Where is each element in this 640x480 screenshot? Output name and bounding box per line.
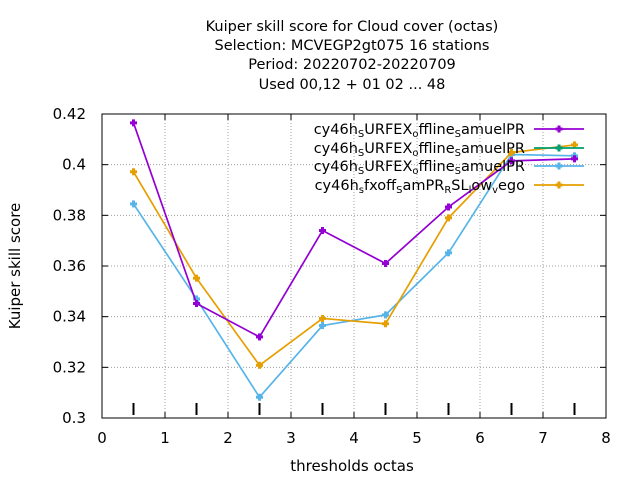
legend-text-part: ow bbox=[471, 178, 492, 194]
legend-subscript: S bbox=[455, 129, 461, 140]
x-tick-labels: 0 1 2 3 4 5 6 7 8 bbox=[97, 429, 611, 447]
legend-subscript: S bbox=[358, 129, 364, 140]
data-point-v bbox=[258, 333, 261, 341]
x-tick-label: 3 bbox=[286, 429, 296, 447]
data-point-v bbox=[195, 274, 198, 282]
legend-label: cy46hsfxoffSamPRRSLlowvego bbox=[315, 178, 526, 196]
legend-text-part: amuelPR bbox=[461, 159, 525, 175]
series-line bbox=[132, 153, 575, 399]
y-tick-label: 0.42 bbox=[53, 105, 86, 123]
title-line-1: Kuiper skill score for Cloud cover (octa… bbox=[206, 19, 499, 35]
data-point-v bbox=[384, 259, 387, 267]
legend-subscript: S bbox=[358, 166, 364, 177]
y-tick-label: 0.32 bbox=[53, 358, 86, 376]
x-tick-label: 1 bbox=[160, 429, 170, 447]
y-tick-label: 0.36 bbox=[53, 257, 86, 275]
y-tick-label: 0.34 bbox=[53, 308, 86, 326]
x-axis-label: thresholds octas bbox=[290, 457, 414, 475]
series-layer bbox=[130, 119, 578, 401]
data-point-v bbox=[447, 214, 450, 222]
legend-text-part: URFEX bbox=[364, 141, 412, 157]
legend-text-part: cy46h bbox=[314, 159, 358, 175]
y-axis-label: Kuiper skill score bbox=[6, 203, 24, 330]
data-point-v bbox=[258, 361, 261, 369]
data-point-v bbox=[510, 157, 513, 165]
data-point-v bbox=[195, 299, 198, 307]
data-point-v bbox=[132, 200, 135, 208]
legend-subscript: R bbox=[444, 185, 451, 196]
legend-text-part: cy46h bbox=[314, 141, 358, 157]
legend-subscript: s bbox=[359, 185, 364, 196]
legend-subscript: l bbox=[469, 185, 472, 196]
x-tick-label: 7 bbox=[538, 429, 548, 447]
data-point-v bbox=[132, 168, 135, 176]
legend-subscript: o bbox=[412, 166, 418, 177]
legend: cy46hSURFEXofflineSamuelPRcy46hSURFEXoff… bbox=[314, 122, 584, 196]
y-tick-label: 0.4 bbox=[62, 156, 86, 174]
legend-text-part: cy46h bbox=[314, 122, 358, 138]
x-tick-label: 0 bbox=[97, 429, 107, 447]
data-point-v bbox=[573, 155, 576, 163]
y-tick-label: 0.38 bbox=[53, 206, 86, 224]
legend-marker-v bbox=[557, 125, 561, 133]
y-tick-label: 0.3 bbox=[62, 409, 86, 427]
legend-subscript: o bbox=[412, 148, 418, 159]
legend-text-part: SL bbox=[451, 178, 468, 194]
legend-subscript: v bbox=[492, 185, 498, 196]
data-point-v bbox=[321, 227, 324, 235]
legend-subscript: S bbox=[455, 166, 461, 177]
legend-text-part: amuelPR bbox=[461, 122, 525, 138]
x-tick-label: 4 bbox=[349, 429, 359, 447]
legend-text-part: URFEX bbox=[364, 159, 412, 175]
series-4 bbox=[130, 141, 578, 369]
title-line-2: Selection: MCVEGP2gt075 16 stations bbox=[215, 38, 490, 54]
x-tick-label: 2 bbox=[223, 429, 233, 447]
legend-text-part: URFEX bbox=[364, 122, 412, 138]
data-point-v bbox=[447, 203, 450, 211]
x-tick-label: 6 bbox=[475, 429, 485, 447]
data-point-v bbox=[132, 119, 135, 127]
legend-text-part: cy46h bbox=[315, 178, 359, 194]
count-ticks bbox=[132, 403, 576, 415]
data-point-v bbox=[510, 149, 513, 157]
series-1 bbox=[130, 119, 578, 341]
legend-text-part: ffline bbox=[419, 141, 455, 157]
title-line-4: Used 00,12 + 01 02 ... 48 bbox=[259, 77, 446, 93]
series-line bbox=[132, 122, 575, 338]
data-point-v bbox=[573, 141, 576, 149]
legend-text-part: ffline bbox=[419, 122, 455, 138]
data-point-v bbox=[384, 311, 387, 319]
x-tick-label: 8 bbox=[601, 429, 611, 447]
legend-marker-v bbox=[557, 181, 561, 189]
legend-label: cy46hSURFEXofflineSamuelPR bbox=[314, 159, 525, 177]
data-point-v bbox=[321, 314, 324, 322]
series-line bbox=[132, 144, 575, 367]
legend-subscript: S bbox=[358, 148, 364, 159]
grid bbox=[102, 114, 606, 418]
legend-subscript: o bbox=[412, 129, 418, 140]
legend-subscript: S bbox=[396, 185, 402, 196]
x-tick-label: 5 bbox=[412, 429, 422, 447]
data-point-v bbox=[258, 393, 261, 401]
title-line-3: Period: 20220702-20220709 bbox=[248, 57, 456, 73]
legend-text-part: ffline bbox=[419, 159, 455, 175]
legend-text-part: ego bbox=[498, 178, 525, 194]
y-tick-labels: 0.3 0.32 0.34 0.36 0.38 0.4 0.42 bbox=[53, 105, 86, 427]
legend-text-part: fxoff bbox=[364, 178, 397, 194]
legend-label: cy46hSURFEXofflineSamuelPR bbox=[314, 141, 525, 159]
data-point-v bbox=[195, 295, 198, 303]
legend-marker-v bbox=[557, 162, 561, 170]
chart-title: Kuiper skill score for Cloud cover (octa… bbox=[206, 19, 499, 93]
data-point-v bbox=[447, 249, 450, 257]
legend-text-part: amPR bbox=[402, 178, 444, 194]
data-point-v bbox=[321, 322, 324, 330]
data-point-v bbox=[384, 320, 387, 328]
legend-subscript: S bbox=[455, 148, 461, 159]
legend-label: cy46hSURFEXofflineSamuelPR bbox=[314, 122, 525, 140]
legend-marker-v bbox=[557, 144, 561, 152]
axis-ticks bbox=[101, 113, 607, 419]
legend-text-part: amuelPR bbox=[461, 141, 525, 157]
